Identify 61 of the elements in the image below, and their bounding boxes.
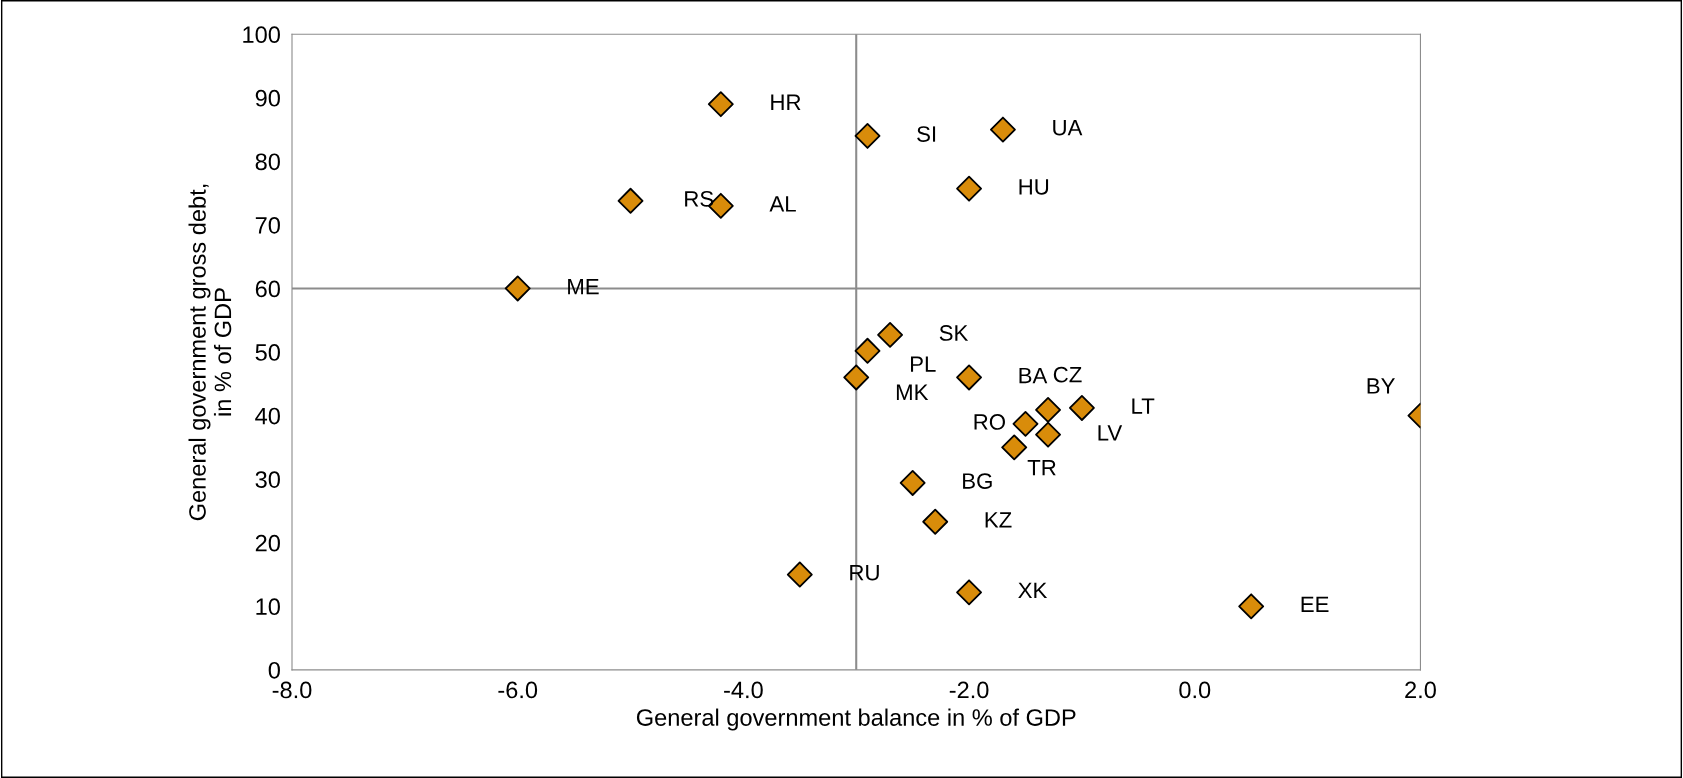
annotation: LT [1132, 398, 1155, 414]
annotation: HR [771, 94, 801, 110]
annotation: RS [685, 191, 714, 207]
annotation: XK [1018, 582, 1048, 599]
y-tick-label: 60 [255, 280, 280, 298]
annotation: MK [896, 384, 929, 400]
point [617, 187, 644, 214]
point [956, 579, 983, 606]
annotation: HU [1019, 179, 1049, 195]
annotation: SI [917, 126, 936, 142]
y-tick-label: 40 [255, 407, 280, 425]
y-tick-label: 0 [268, 661, 280, 679]
annotation: BY [1367, 378, 1395, 394]
x-tick-label: -8.0 [272, 681, 312, 699]
annotation: CZ [1053, 366, 1082, 383]
point [843, 364, 870, 391]
x-tick-label: -2.0 [949, 681, 989, 699]
annotation: RO [974, 414, 1005, 430]
annotation: BA [1019, 367, 1048, 384]
point [989, 116, 1016, 143]
point [956, 175, 983, 202]
x-tick-label: -4.0 [724, 681, 763, 699]
point [877, 321, 904, 348]
annotation: PL [911, 356, 936, 372]
x-tick-label: -6.0 [498, 681, 538, 699]
annotation: TR [1027, 460, 1056, 476]
point [854, 122, 881, 149]
point [1001, 434, 1028, 461]
point [1035, 421, 1061, 448]
point [1012, 410, 1039, 437]
x-tick-label: 2.0 [1405, 681, 1436, 699]
y-tick-label: 30 [255, 471, 280, 488]
point [922, 508, 949, 535]
point [854, 337, 881, 364]
y-axis-title: General government gross debt, in % of GDP [188, 184, 232, 521]
point [786, 561, 813, 588]
annotation: BG [963, 473, 992, 489]
x-tick-label: 0.0 [1179, 681, 1211, 699]
annotation: AL [769, 196, 796, 212]
point [1035, 396, 1061, 423]
point [504, 275, 531, 302]
y-tick-label: 50 [255, 344, 280, 361]
point [1068, 395, 1095, 421]
y-tick-label: 70 [255, 216, 280, 234]
annotation: RU [850, 564, 879, 581]
x-axis-title: General government balance in % of GDP [636, 708, 1076, 731]
y-tick-label: 100 [243, 26, 280, 44]
annotation: LV [1098, 425, 1123, 441]
point [707, 91, 734, 118]
point [1238, 593, 1265, 620]
y-tick-label: 80 [255, 153, 280, 171]
annotation: KZ [985, 512, 1012, 528]
y-tick-label: 90 [255, 89, 280, 107]
y-tick-label: 20 [255, 534, 280, 552]
y-tick-label: 10 [256, 598, 280, 616]
annotation: SK [939, 325, 969, 341]
point [956, 364, 983, 391]
annotation: UA [1053, 120, 1083, 136]
annotation: EE [1301, 596, 1329, 613]
point [899, 470, 926, 496]
annotation: ME [568, 278, 599, 295]
